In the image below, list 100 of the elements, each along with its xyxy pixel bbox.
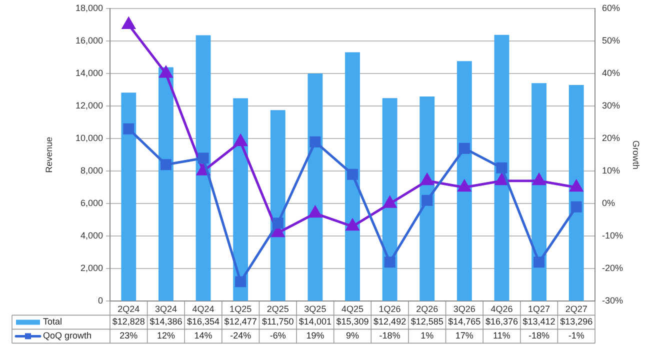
data-label: $12,585 (410, 316, 444, 327)
point (123, 123, 134, 134)
point (160, 66, 172, 78)
y2-tick-label: -30% (602, 296, 624, 306)
legend-label: Total (43, 316, 62, 327)
data-label: -18% (528, 330, 550, 341)
point (384, 256, 396, 268)
data-label: $14,765 (448, 316, 481, 327)
data-label: $15,309 (336, 316, 369, 327)
y2-tick-label: 10% (602, 166, 620, 176)
x-tick-label: 3Q25 (304, 304, 326, 314)
y-tick-label: 14,000 (75, 68, 103, 78)
bar (532, 83, 546, 301)
bar (121, 92, 136, 301)
x-tick-label: 4Q25 (341, 304, 364, 314)
y2-axis-title: Growth (631, 140, 642, 170)
point (458, 180, 471, 192)
point (272, 218, 284, 229)
y-axis-title: Revenue (44, 136, 54, 173)
y-tick-label: 0 (98, 296, 103, 306)
x-tick-label: 4Q24 (192, 304, 214, 314)
data-label: 1% (420, 330, 434, 341)
data-label: $13,412 (522, 316, 556, 327)
y2-tick-label: 20% (602, 133, 620, 144)
y-tick-label: 6,000 (80, 198, 103, 208)
y-tick-label: 18,000 (75, 2, 103, 13)
point (534, 256, 545, 268)
x-tick-label: 2Q24 (118, 304, 140, 314)
point (496, 162, 508, 174)
point (570, 201, 582, 212)
data-label: -6% (270, 330, 286, 341)
point (310, 136, 321, 148)
data-label: 14% (194, 330, 212, 341)
y2-tick-label: -10% (602, 230, 624, 241)
x-tick-label: 2Q25 (266, 304, 289, 314)
point (422, 194, 433, 206)
bar (196, 35, 211, 301)
y-tick-label: 12,000 (75, 100, 103, 111)
y2-tick-label: 0% (602, 198, 616, 208)
x-tick-label: 1Q26 (378, 304, 401, 314)
data-label: 12% (156, 330, 175, 341)
bar (345, 52, 360, 301)
bar (568, 84, 584, 301)
data-label: $14,386 (150, 316, 182, 327)
bar (158, 67, 174, 301)
x-tick-label: 1Q27 (528, 304, 550, 314)
point (198, 152, 209, 164)
data-label: $16,376 (485, 316, 518, 327)
y2-tick-label: 60% (602, 2, 620, 13)
bar (308, 74, 323, 301)
data-label: $12,828 (112, 316, 145, 327)
y2-tick-label: 50% (602, 36, 620, 46)
data-label: $16,354 (186, 316, 220, 327)
data-label: 17% (455, 330, 474, 341)
point (532, 174, 546, 186)
x-tick-label: 3Q24 (154, 304, 177, 314)
y-tick-label: 16,000 (75, 36, 103, 46)
point (235, 276, 246, 288)
data-label: $13,296 (560, 316, 593, 327)
point (346, 219, 359, 231)
bar (420, 96, 435, 301)
bar (233, 98, 248, 301)
y2-tick-label: -20% (602, 263, 624, 274)
point (122, 18, 136, 30)
point (347, 168, 358, 180)
y-tick-label: 8,000 (80, 166, 103, 176)
bar (456, 61, 472, 301)
y-tick-label: 2,000 (80, 263, 103, 274)
point (420, 174, 434, 186)
point (495, 174, 508, 186)
point (234, 134, 248, 146)
x-tick-label: 4Q26 (490, 304, 513, 314)
bar (494, 34, 510, 301)
bar (382, 98, 398, 301)
x-tick-label: 3Q26 (453, 304, 476, 314)
data-label: $14,001 (298, 316, 332, 327)
y2-tick-label: 40% (602, 68, 620, 78)
x-tick-label: 2Q26 (416, 304, 438, 314)
x-tick-label: 2Q27 (565, 304, 588, 314)
point (570, 180, 583, 192)
point (160, 159, 172, 170)
data-label: 11% (493, 330, 510, 341)
y-tick-label: 4,000 (80, 230, 103, 241)
data-label: $12,477 (224, 316, 257, 327)
point (383, 196, 396, 208)
data-label: -24% (230, 330, 252, 341)
y-tick-label: 10,000 (75, 133, 103, 144)
point (308, 206, 322, 218)
data-label: -18% (379, 330, 400, 341)
bar (270, 110, 286, 301)
data-label: -1% (568, 330, 584, 341)
point (458, 142, 470, 154)
data-label: 9% (346, 330, 360, 341)
y2-tick-label: 30% (602, 100, 620, 111)
x-tick-label: 1Q25 (230, 304, 252, 314)
data-label: $11,750 (262, 316, 294, 327)
data-label: 23% (120, 330, 138, 341)
data-label: $12,492 (374, 316, 406, 327)
legend-label: QoQ growth (43, 330, 92, 341)
data-label: 19% (306, 330, 324, 341)
